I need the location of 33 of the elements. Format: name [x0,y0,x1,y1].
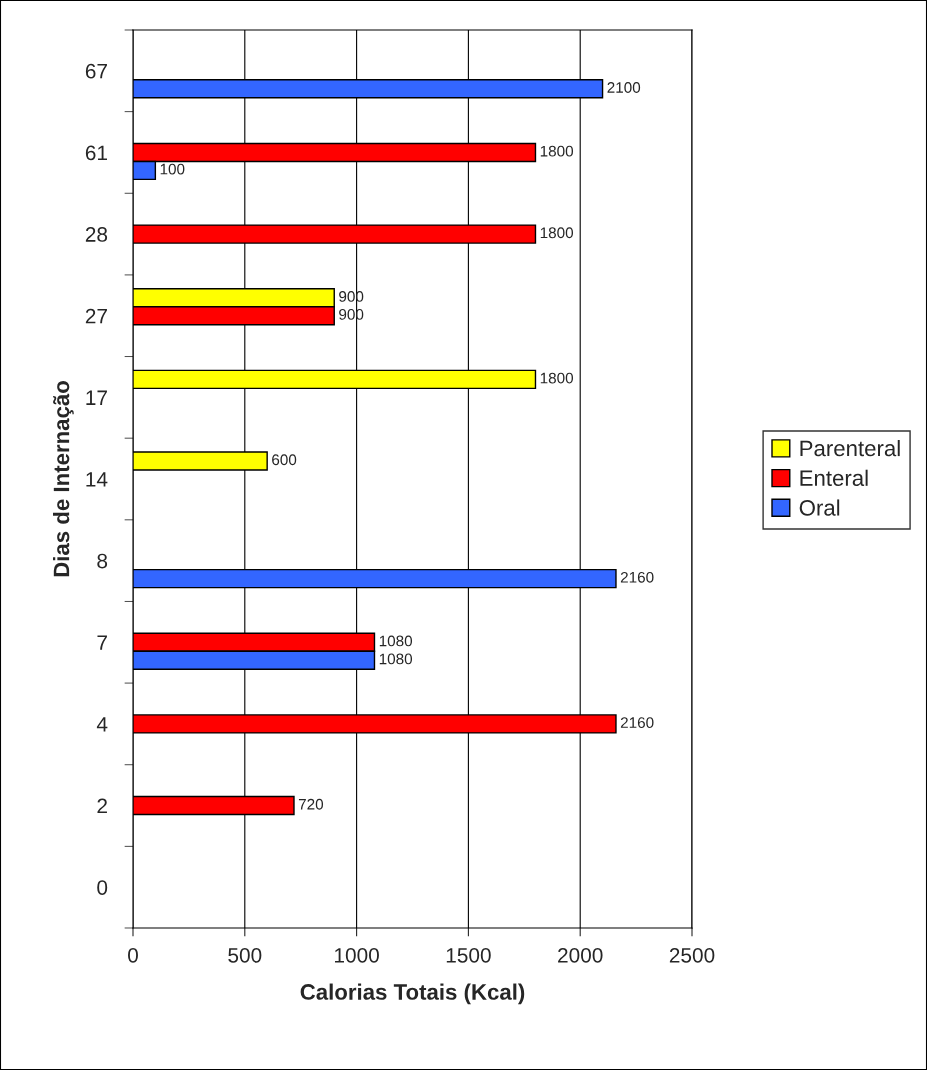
y-tick-label: 2 [97,798,107,814]
legend-label: Parenteral [800,439,900,457]
data-label: 100 [160,163,185,175]
y-axis-title: Dias de Internação [53,381,74,577]
y-tick-label: 4 [96,717,108,732]
data-label: 720 [298,798,324,810]
y-tick-label: 0 [97,880,108,895]
y-tick-label: 61 [85,145,107,161]
y-tick-label: 14 [86,472,108,487]
data-label: 1800 [540,227,574,239]
x-tick-label: 500 [228,947,262,963]
x-tick-label: 1000 [335,947,379,963]
y-tick-label: 7 [97,635,107,650]
data-label: 2160 [620,571,654,583]
y-tick-label: 27 [85,308,107,324]
data-label: 1800 [540,145,574,157]
x-tick-label: 2500 [669,947,715,963]
x-tick-label: 0 [128,947,138,963]
x-tick-label: 1500 [446,947,491,963]
data-label: 2160 [620,717,654,729]
x-axis-title: Calorias Totais (Kcal) [300,983,525,1005]
y-tick-label: 17 [86,390,107,405]
data-label: 1800 [540,372,574,384]
y-tick-label: 8 [97,553,108,569]
legend-label: Enteral [800,469,868,487]
x-tick-label: 2000 [558,947,603,963]
data-label: 2100 [607,82,641,93]
legend-label: Oral [799,499,840,516]
y-tick-label: 28 [85,227,108,242]
y-tick-label: 67 [85,63,107,79]
data-label: 1080 [379,653,413,665]
data-label: 1080 [379,635,413,647]
data-label: 600 [272,454,297,466]
